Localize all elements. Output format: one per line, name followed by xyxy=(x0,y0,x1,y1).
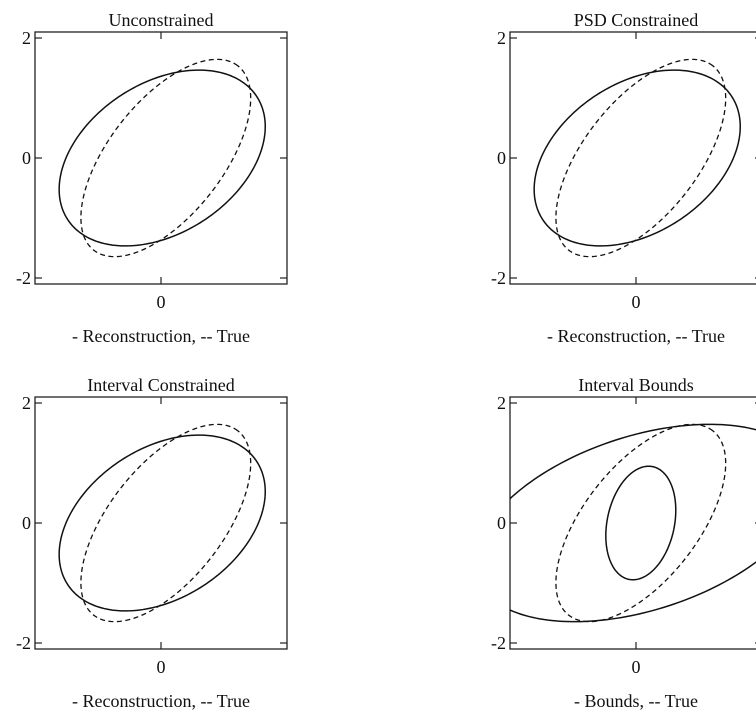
panel-2-frame xyxy=(509,31,756,285)
panel-3-series-2-dashed-curve xyxy=(80,423,252,623)
panel-1-frame xyxy=(34,31,288,285)
panel-4-title: Interval Bounds xyxy=(578,375,693,395)
panel-4-ytick-label: -2 xyxy=(491,633,506,653)
panel-3-series-1-solid-curve xyxy=(58,434,266,612)
panel-4-ytick-label: 0 xyxy=(497,513,506,533)
panel-1-series-2-dashed-curve xyxy=(80,58,252,258)
panel-1-ytick-label: -2 xyxy=(16,268,31,288)
panel-1-ytick-label: 0 xyxy=(22,148,31,168)
panel-4: Interval Bounds 2 0 -2 0 - Bounds, -- True xyxy=(491,375,756,711)
panel-2-title: PSD Constrained xyxy=(574,10,699,30)
panel-3-xtick-label: 0 xyxy=(157,657,166,677)
panel-1-xtick-label: 0 xyxy=(157,292,166,312)
panel-4-ytick-label: 2 xyxy=(497,393,506,413)
panel-1-title: Unconstrained xyxy=(109,10,214,30)
panel-4-series-2-dashed-curve xyxy=(555,423,727,623)
panel-2-xlabel: - Reconstruction, -- True xyxy=(547,326,725,346)
panel-3-xlabel: - Reconstruction, -- True xyxy=(72,691,250,711)
panel-2-series-2-dashed-curve xyxy=(555,58,727,258)
panel-2-ytick-label: 0 xyxy=(497,148,506,168)
panel-2-ytick-label: 2 xyxy=(497,28,506,48)
panel-3-ytick-label: -2 xyxy=(16,633,31,653)
panel-3-title: Interval Constrained xyxy=(87,375,234,395)
panel-3: Interval Constrained 2 0 -2 0 - Reconstructio… xyxy=(16,375,288,711)
panel-2-ytick-label: -2 xyxy=(491,268,506,288)
panel-4-series-3-solid-curve xyxy=(605,465,677,581)
panel-3-frame xyxy=(34,396,288,650)
panel-4-xtick-label: 0 xyxy=(632,657,641,677)
panel-1-xlabel: - Reconstruction, -- True xyxy=(72,326,250,346)
panel-4-xlabel: - Bounds, -- True xyxy=(574,691,698,711)
panel-2-xtick-label: 0 xyxy=(632,292,641,312)
panel-4-series-1-solid-curve xyxy=(510,423,756,623)
panel-3-ytick-label: 2 xyxy=(22,393,31,413)
panel-1-series-1-solid-curve xyxy=(58,69,266,247)
panel-2-series-1-solid-curve xyxy=(533,69,741,247)
panel-1: Unconstrained 2 0 -2 0 - Reconstruction, -- T… xyxy=(16,10,288,346)
panel-2: PSD Constrained 2 0 -2 0 - Reconstruction, --… xyxy=(491,10,756,346)
panel-1-ytick-label: 2 xyxy=(22,28,31,48)
panel-3-ytick-label: 0 xyxy=(22,513,31,533)
